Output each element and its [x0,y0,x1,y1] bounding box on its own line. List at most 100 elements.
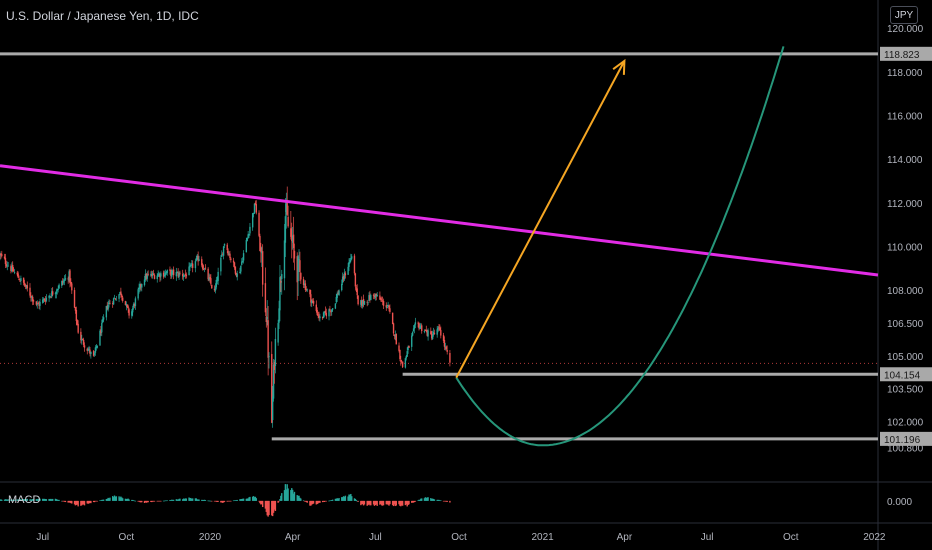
macd-bar [108,498,110,501]
candle-body [204,267,207,269]
candle [7,261,9,267]
candle [357,295,359,306]
candle [405,355,407,361]
candle-body [163,274,166,277]
macd-bar [95,500,98,502]
candle-body [398,345,400,351]
macd-bar [223,500,226,502]
currency-button[interactable]: JPY [890,6,918,24]
candle [120,287,122,298]
candle [355,284,357,293]
candle-body [156,275,158,279]
candle-body [367,301,369,303]
candle [202,264,205,271]
macd-bar [62,500,64,502]
candle [379,291,381,300]
candle [164,269,167,278]
candle-body [335,297,337,303]
macd-bar [246,498,248,501]
macd-bar [318,500,320,503]
candle [195,255,198,262]
candle-body [170,270,172,276]
candle [208,273,210,282]
candle [58,283,60,290]
candle-body [408,345,410,348]
candle [122,296,124,303]
candle-body [12,270,15,272]
candle [169,266,171,275]
candle-body [171,271,173,277]
macd-bar [114,496,117,501]
candle [324,306,327,315]
candle [223,243,226,249]
macd-bar [266,500,268,516]
candle-body [406,351,408,357]
macd-bar [100,500,102,501]
candle-body [389,308,391,312]
macd-bar [404,500,407,506]
candle [29,283,31,298]
candle-body [432,331,435,335]
macd-bar [255,498,258,501]
macd-bar [239,499,241,501]
macd-bar [87,500,89,504]
macd-bar [194,498,197,501]
macd-bar [143,500,146,504]
macd-bar [222,500,225,503]
candle-body [159,274,161,278]
candle [128,307,130,319]
candle [353,253,356,276]
candle [329,305,331,312]
candle [191,260,194,273]
candle [190,263,192,267]
candle-body [51,291,53,297]
candle-body [252,213,255,214]
candle [131,305,134,317]
candle-body [322,312,325,319]
candle [36,300,38,309]
candle-body [255,204,258,213]
candle [44,295,47,305]
candle-body [75,309,78,322]
macd-bar [119,497,121,501]
macd-bar [145,500,148,503]
macd-bar [220,500,222,503]
macd-bar [419,499,421,501]
candle [184,269,187,279]
candle-body [131,308,134,313]
candle [245,237,248,253]
macd-bar [153,500,156,502]
candle-body [267,320,269,358]
macd-bar [86,500,88,504]
macd-bar [202,499,205,501]
price-tick-label: 110.000 [887,243,923,254]
candle [83,342,86,352]
candle-body [338,290,340,296]
candle [38,301,40,310]
candle-body [323,311,326,313]
candle-body [1,254,3,256]
candle [290,210,292,240]
price-tick-label: 118.000 [887,68,923,79]
candle-body [287,216,289,227]
candle [253,203,256,214]
candle-body [318,315,320,318]
candle-body [342,276,345,280]
macd-bar [181,499,184,501]
candle [64,274,67,281]
candle-body [190,265,192,266]
macd-bar [296,495,298,501]
macd-bar [274,500,277,511]
candle [350,253,352,263]
time-tick-label: Jul [369,532,382,543]
candle [183,274,186,277]
candle-body [336,293,338,298]
candle [42,297,45,303]
candle [4,253,7,268]
macd-bar [101,499,103,501]
macd-bar [298,495,300,501]
candle [449,350,451,367]
candle [341,279,343,292]
price-tick-label: 103.500 [887,385,924,396]
